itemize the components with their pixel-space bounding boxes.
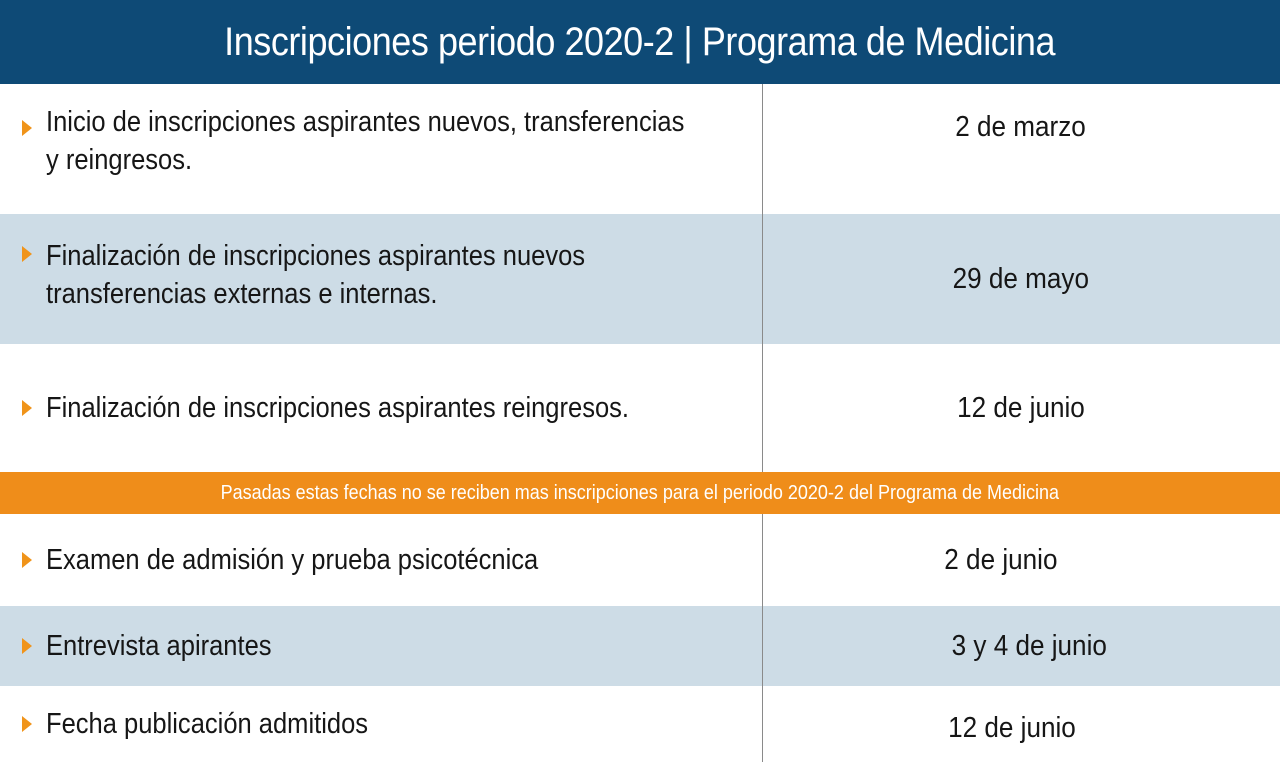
- row-date: 3 y 4 de junio: [770, 606, 1280, 686]
- row-label: Entrevista apirantes: [22, 606, 846, 686]
- date-text: 29 de mayo: [952, 262, 1090, 295]
- label-line: Finalización de inscripciones aspirantes…: [46, 240, 586, 272]
- row-label-text: Finalización de inscripciones aspirantes…: [46, 237, 750, 313]
- column-divider: [762, 514, 763, 762]
- row-label: Examen de admisión y prueba psicotécnica: [22, 514, 846, 606]
- bullet-arrow-icon: [22, 400, 32, 416]
- row-date: 29 de mayo: [762, 214, 1280, 344]
- label-line: Finalización de inscripciones aspirantes…: [46, 392, 629, 424]
- schedule-row: Finalización de inscripciones aspirantes…: [0, 214, 1280, 344]
- date-text: 2 de junio: [944, 543, 1058, 576]
- bullet-arrow-icon: [22, 552, 32, 568]
- date-text: 2 de marzo: [955, 110, 1087, 143]
- row-label: Finalización de inscripciones aspirantes…: [22, 210, 846, 340]
- label-line: Entrevista apirantes: [46, 630, 272, 662]
- schedule-row: Entrevista apirantes 3 y 4 de junio: [0, 606, 1280, 686]
- schedule-row: Fecha publicación admitidos 12 de junio: [0, 686, 1280, 762]
- date-text: 12 de junio: [948, 711, 1076, 744]
- row-date: 12 de junio: [753, 690, 1271, 766]
- row-date: 2 de junio: [742, 514, 1260, 606]
- row-label: Fecha publicación admitidos: [22, 686, 846, 762]
- row-label: Finalización de inscripciones aspirantes…: [22, 344, 846, 472]
- schedule-row: Finalización de inscripciones aspirantes…: [0, 344, 1280, 472]
- row-label-text: Entrevista apirantes: [46, 627, 750, 665]
- row-label-text: Fecha publicación admitidos: [46, 705, 750, 743]
- header-banner: Inscripciones periodo 2020-2 | Programa …: [0, 0, 1280, 84]
- schedule-row: Inicio de inscripciones aspirantes nuevo…: [0, 84, 1280, 214]
- bullet-arrow-icon: [22, 716, 32, 732]
- label-line: Examen de admisión y prueba psicotécnica: [46, 544, 539, 576]
- label-line: transferencias externas e internas.: [46, 278, 438, 310]
- row-date: 2 de marzo: [762, 62, 1280, 192]
- notice-banner: Pasadas estas fechas no se reciben mas i…: [0, 472, 1280, 514]
- bullet-arrow-icon: [22, 120, 32, 136]
- bullet-arrow-icon: [22, 246, 32, 262]
- column-divider: [762, 84, 763, 472]
- page-title: Inscripciones periodo 2020-2 | Programa …: [224, 19, 1056, 64]
- row-label: Inicio de inscripciones aspirantes nuevo…: [22, 76, 846, 206]
- label-line: y reingresos.: [46, 144, 193, 176]
- label-line: Inicio de inscripciones aspirantes nuevo…: [46, 106, 685, 138]
- row-date: 12 de junio: [762, 344, 1280, 472]
- row-label-text: Examen de admisión y prueba psicotécnica: [46, 541, 750, 579]
- row-label-text: Inicio de inscripciones aspirantes nuevo…: [46, 103, 750, 179]
- row-label-text: Finalización de inscripciones aspirantes…: [46, 389, 750, 427]
- bullet-arrow-icon: [22, 638, 32, 654]
- schedule-row: Examen de admisión y prueba psicotécnica…: [0, 514, 1280, 606]
- label-line: Fecha publicación admitidos: [46, 708, 369, 740]
- notice-text: Pasadas estas fechas no se reciben mas i…: [220, 481, 1060, 504]
- date-text: 12 de junio: [957, 391, 1085, 424]
- date-text: 3 y 4 de junio: [951, 629, 1107, 662]
